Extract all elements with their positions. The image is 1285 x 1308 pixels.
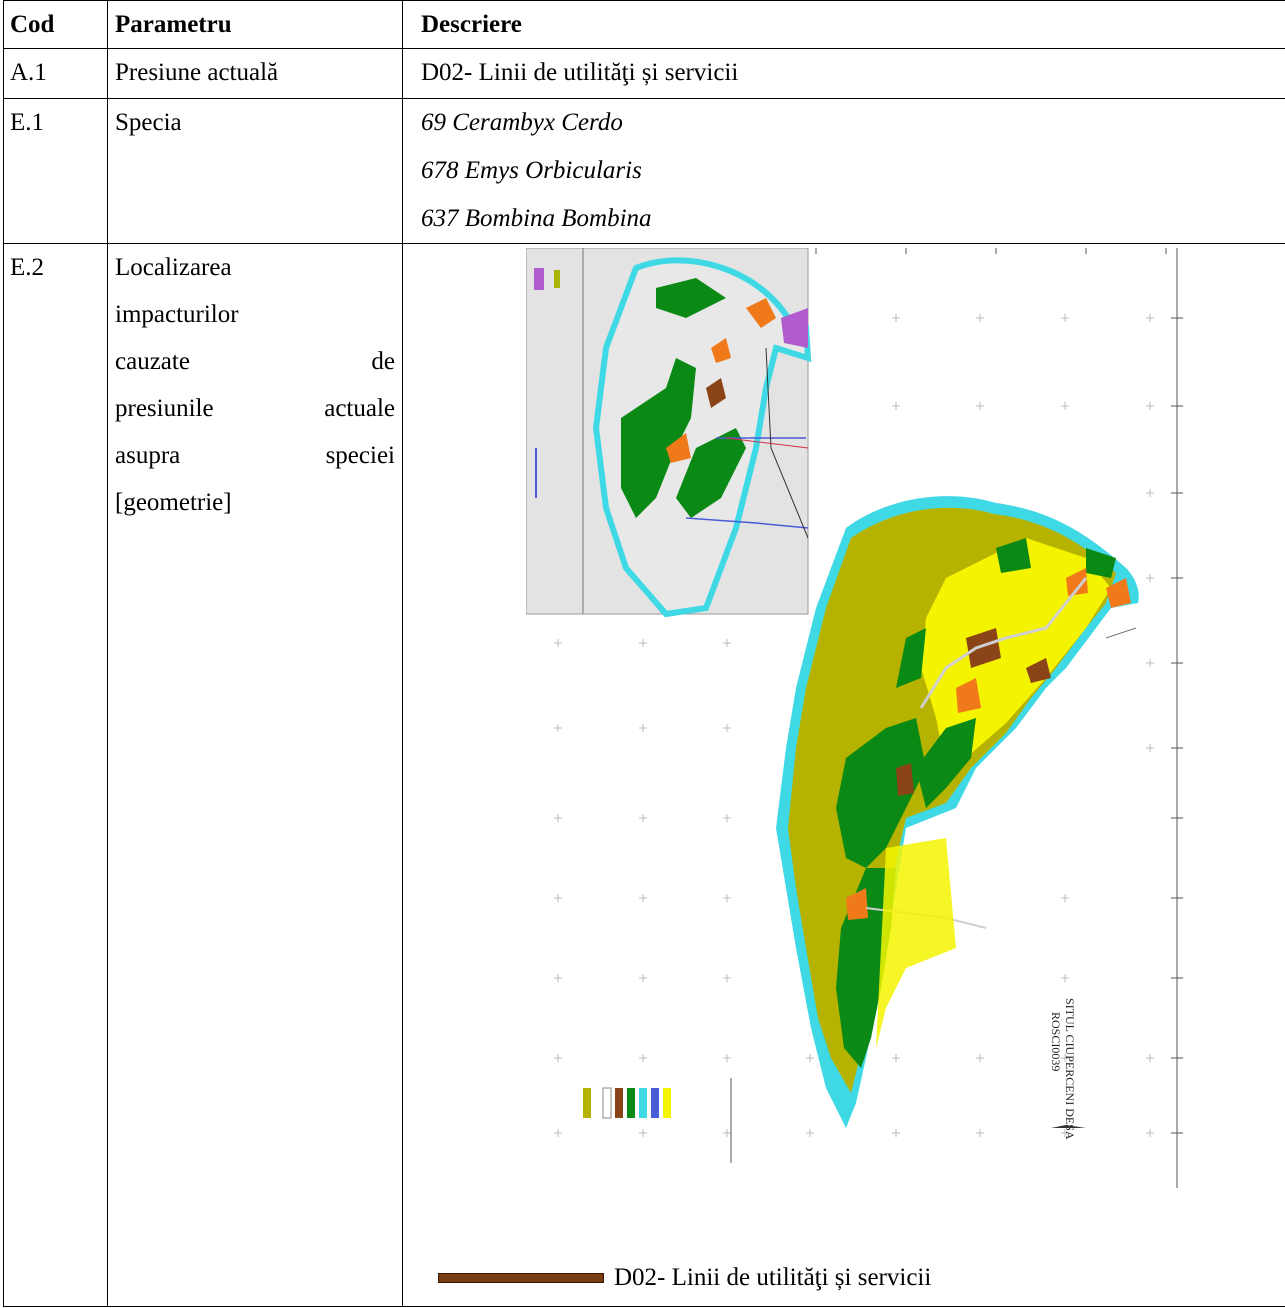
param-word: asupra [115,442,181,469]
param-word: actuale [324,395,395,422]
table-row-e2: E.2 Localizarea impacturilor cauzate de … [3,243,1285,1307]
legend-label: D02- Linii de utilităţi și servicii [614,1264,932,1291]
param-word: cauzate [115,348,190,375]
species-item: 69 Cerambyx Cerdo [421,109,623,136]
cell-parametru-e1: Specia [107,98,403,244]
param-line: Localizarea [115,254,232,281]
cell-cod-e1: E.1 [3,98,108,244]
main-map [776,496,1139,1128]
header-cod: Cod [3,0,108,49]
cell-cod-e2: E.2 [3,243,108,1307]
param-word: de [371,348,395,375]
species-list: 69 Cerambyx Cerdo 678 Emys Orbicularis 6… [402,98,1285,244]
param-word: speciei [325,442,395,469]
cell-parametru-e2: Localizarea impacturilor cauzate de pres… [107,243,403,1307]
map-cell: SITUL CIUPERCENI DESA ROSCI0039 [402,243,1285,1307]
table-row-a1: A.1 Presiune actuală D02- Linii de utili… [3,48,1285,99]
param-word: presiunile [115,395,214,422]
site-map: SITUL CIUPERCENI DESA ROSCI0039 [525,247,1183,1188]
header-parametru: Parametru [107,0,403,49]
map-legend [583,1078,732,1163]
impact-table: Cod Parametru Descriere A.1 Presiune act… [3,0,1285,1307]
param-line: [geometrie] [115,489,232,516]
header-row: Cod Parametru Descriere [3,0,1285,49]
map-title: SITUL CIUPERCENI DESA [1063,998,1077,1140]
legend-swatch [438,1272,604,1283]
cell-parametru-a1: Presiune actuală [107,48,403,99]
species-item: 678 Emys Orbicularis [421,157,642,184]
legend-line: D02- Linii de utilităţi și servicii [438,1254,931,1301]
header-descriere: Descriere [402,0,1285,49]
table-row-e1: E.1 Specia 69 Cerambyx Cerdo 678 Emys Or… [3,98,1285,244]
cell-cod-a1: A.1 [3,48,108,99]
cell-descriere-a1: D02- Linii de utilităţi și servicii [402,48,1285,99]
param-line: impacturilor [115,301,239,328]
species-item: 637 Bombina Bombina [421,205,652,232]
inset-map [525,247,812,618]
map-code: ROSCI0039 [1049,1012,1063,1071]
